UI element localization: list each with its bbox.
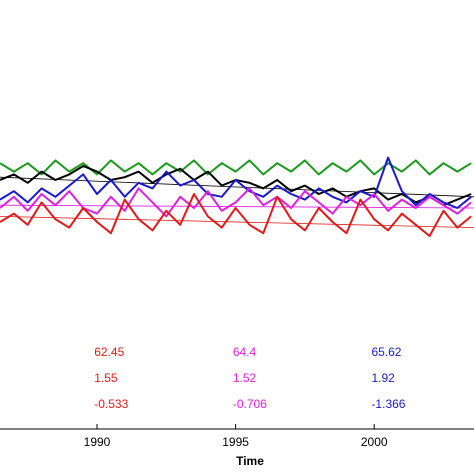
- x-tick-label-1: 1995: [222, 435, 249, 449]
- stat-value-1-1: 1.52: [233, 371, 257, 385]
- x-tick-label-0: 1990: [84, 435, 111, 449]
- stat-annotations: 62.45 1.55 -0.533 64.4 1.52 -0.706 65.62 1.92 -1…: [94, 345, 406, 411]
- series-lines: [0, 156, 472, 237]
- series-line-3: [0, 187, 472, 218]
- series-line-0: [0, 159, 472, 176]
- stat-value-0-0: 62.45: [94, 345, 124, 359]
- stat-value-2-2: -1.366: [371, 397, 405, 411]
- trend-line-1: [0, 204, 474, 209]
- stat-value-1-0: 64.4: [233, 345, 257, 359]
- x-axis-title: Time: [236, 454, 264, 468]
- x-tick-label-2: 2000: [361, 435, 388, 449]
- series-line-2: [0, 156, 472, 209]
- stat-value-1-2: -0.706: [233, 397, 267, 411]
- trend-lines: [0, 176, 474, 228]
- stat-value-0-2: -0.533: [94, 397, 128, 411]
- stat-value-2-1: 1.92: [371, 371, 395, 385]
- series-line-4: [0, 193, 472, 237]
- stat-value-2-0: 65.62: [371, 345, 401, 359]
- trend-line-0: [0, 176, 474, 198]
- x-ticks: 1990 1995 2000: [84, 424, 388, 449]
- trend-line-2: [0, 216, 474, 228]
- stat-value-0-1: 1.55: [94, 371, 118, 385]
